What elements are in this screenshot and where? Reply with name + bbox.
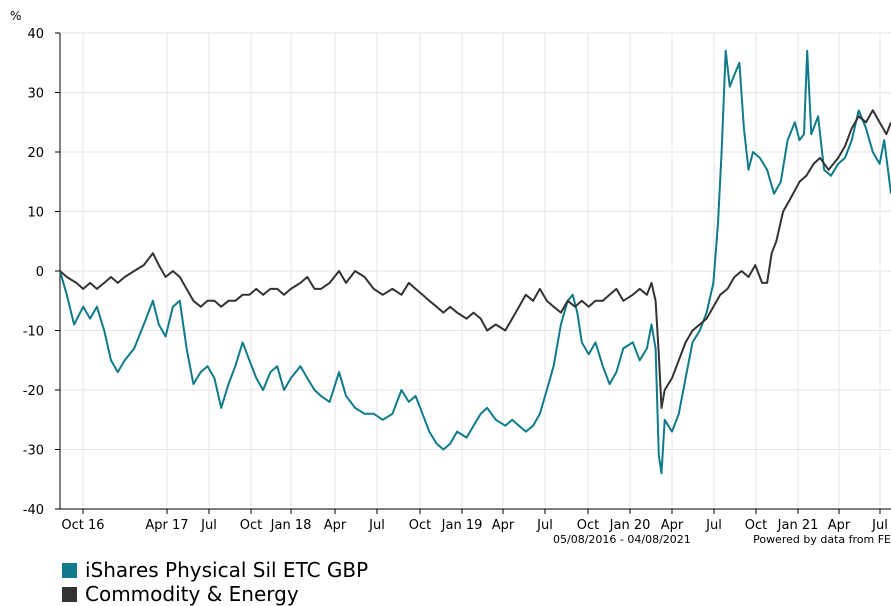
date-range: 05/08/2016 - 04/08/2021: [553, 533, 691, 546]
legend-swatch-commodity: [62, 586, 77, 602]
x-tick-label: Jul: [536, 518, 553, 533]
series-lines: [59, 49, 891, 475]
y-tick-label: -40: [23, 503, 44, 518]
x-tick-label: Apr: [661, 518, 684, 533]
legend: iShares Physical Sil ETC GBP Commodity &…: [62, 558, 368, 606]
series-line-commodity: [59, 109, 891, 409]
x-tick-label: Oct: [409, 518, 431, 533]
y-tick-label: 0: [36, 265, 44, 280]
y-tick-label: -30: [23, 444, 44, 459]
legend-label-ishares: iShares Physical Sil ETC GBP: [85, 558, 369, 582]
x-tick-label: Oct: [577, 518, 599, 533]
x-tick-label: Jul: [200, 518, 217, 533]
series-line-ishares: [59, 49, 891, 475]
y-tick-label: -20: [23, 384, 44, 399]
date-range-credit: 05/08/2016 - 04/08/2021 Powered by data …: [553, 533, 891, 546]
axes: Oct 16 Apr 17 Jul Oct Jan 18 Apr Jul Oct Jan 19 A…: [23, 27, 891, 533]
y-tick-label: 30: [27, 87, 44, 102]
x-tick-label: Oct: [745, 518, 767, 533]
x-tick-label: Oct 16: [61, 518, 104, 533]
x-tick-label: Jul: [871, 518, 888, 533]
x-tick-label: Oct: [240, 518, 262, 533]
x-tick-label: Apr: [324, 518, 347, 533]
legend-item-ishares: iShares Physical Sil ETC GBP: [62, 558, 368, 582]
gridlines: [60, 32, 891, 510]
y-unit-label: %: [10, 9, 21, 23]
x-tick-label: Jan 20: [609, 518, 651, 533]
x-tick-label: Jan 18: [270, 518, 312, 533]
x-tick-label: Jan 19: [441, 518, 483, 533]
y-tick-label: 40: [27, 27, 44, 42]
y-tick-label: -10: [23, 325, 44, 340]
x-tick-label: Apr 17: [145, 518, 188, 533]
x-tick-label: Jan 21: [777, 518, 819, 533]
y-tick-label: 20: [27, 146, 44, 161]
legend-item-commodity: Commodity & Energy: [62, 582, 368, 606]
x-tick-label: Jul: [705, 518, 722, 533]
x-tick-label: Jul: [368, 518, 385, 533]
data-credit: Powered by data from FE: [753, 533, 891, 546]
legend-swatch-ishares: [62, 562, 77, 578]
legend-label-commodity: Commodity & Energy: [85, 582, 299, 606]
y-tick-label: 10: [27, 206, 44, 221]
x-tick-label: Apr: [828, 518, 851, 533]
x-tick-label: Apr: [492, 518, 515, 533]
